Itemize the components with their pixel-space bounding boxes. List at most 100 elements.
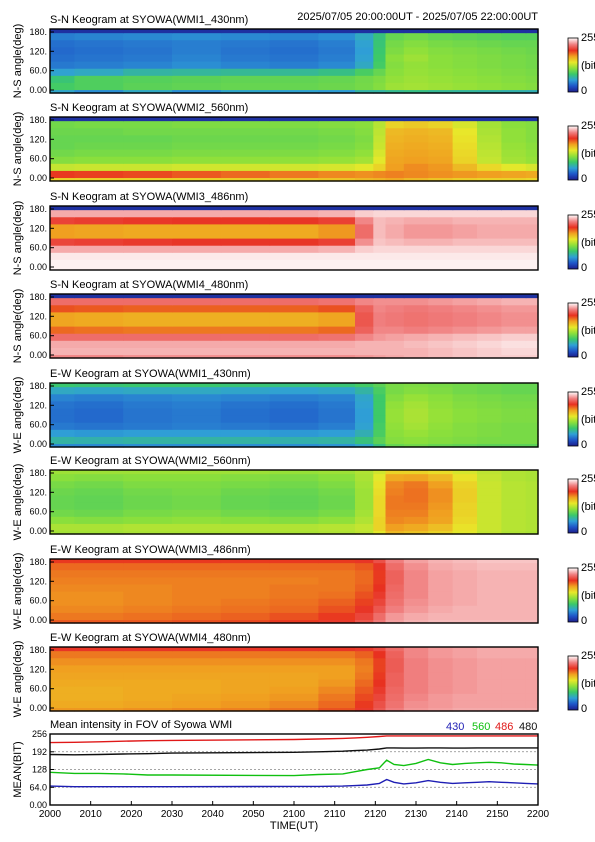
- y-tick-label: 120.: [29, 134, 47, 144]
- heatmap-cell: [428, 347, 454, 356]
- heatmap-cell: [477, 53, 502, 62]
- heatmap-cell: [355, 436, 374, 445]
- heatmap-cell: [477, 259, 502, 268]
- heatmap-cell: [355, 569, 374, 578]
- heatmap-cell: [477, 238, 502, 246]
- heatmap-cell: [428, 671, 454, 680]
- heatmap-cell: [373, 598, 387, 606]
- heatmap-cell: [525, 400, 539, 409]
- heatmap-cell: [74, 591, 124, 599]
- heatmap-cell: [172, 576, 222, 585]
- heatmap-cell: [123, 245, 173, 253]
- heatmap-cell: [385, 591, 405, 599]
- heatmap-cell: [501, 354, 527, 359]
- heatmap-cell: [172, 318, 222, 327]
- panel-title: E-W Keogram at SYOWA(WMI3_486nm): [50, 544, 251, 556]
- colorbar-min-label: 0: [581, 703, 587, 715]
- heatmap-cell: [373, 141, 387, 150]
- heatmap-cell: [452, 530, 478, 535]
- heatmap-cell: [385, 46, 405, 55]
- heatmap-cell: [269, 436, 319, 445]
- heatmap-cell: [428, 657, 454, 666]
- heatmap-cell: [428, 509, 454, 517]
- heatmap-cell: [385, 245, 405, 253]
- heatmap-cell: [172, 141, 222, 150]
- heatmap-cell: [172, 598, 222, 606]
- heatmap-cell: [355, 134, 374, 143]
- heatmap-cell: [477, 591, 502, 599]
- heatmap-cell: [501, 177, 527, 182]
- heatmap-cell: [428, 605, 454, 613]
- heatmap-cell: [355, 39, 374, 48]
- heatmap-cell: [385, 516, 405, 524]
- heatmap-cell: [269, 177, 319, 182]
- heatmap-cell: [74, 340, 124, 348]
- heatmap-cell: [269, 569, 319, 578]
- heatmap-cell: [123, 693, 173, 701]
- heatmap-cell: [373, 326, 387, 334]
- heatmap-cell: [172, 245, 222, 253]
- heatmap-cell: [428, 429, 454, 437]
- heatmap-cell: [123, 223, 173, 232]
- heatmap-cell: [74, 523, 124, 532]
- mean-intensity-panel: Mean intensity in FOV of Syowa WMI 430 560…: [12, 719, 550, 832]
- heatmap-cell: [403, 559, 429, 564]
- heatmap-cell: [123, 480, 173, 489]
- heatmap-cell: [172, 177, 222, 182]
- heatmap-cell: [123, 443, 173, 448]
- heatmap-cell: [477, 407, 502, 416]
- heatmap-cell: [318, 230, 356, 239]
- heatmap-cell: [477, 252, 502, 260]
- heatmap-cell: [385, 29, 405, 34]
- heatmap-cell: [355, 177, 374, 182]
- heatmap-cell: [50, 383, 75, 388]
- heatmap-cell: [220, 266, 271, 271]
- colorbar: [567, 655, 579, 711]
- heatmap-cell: [477, 494, 502, 503]
- heatmap-cell: [355, 170, 374, 179]
- heatmap-cell: [501, 318, 527, 327]
- heatmap-cell: [123, 170, 173, 179]
- heatmap-cell: [355, 664, 374, 673]
- heatmap-cell: [50, 422, 75, 430]
- heatmap-cell: [318, 473, 356, 482]
- heatmap-cell: [123, 407, 173, 416]
- heatmap-cell: [318, 700, 356, 709]
- heatmap-cell: [172, 82, 222, 91]
- heatmap-cell: [318, 509, 356, 517]
- heatmap-cell: [403, 53, 429, 62]
- mean-y-tick-label: 128: [32, 765, 47, 775]
- heatmap-cell: [123, 39, 173, 48]
- heatmap-cell: [373, 61, 387, 69]
- heatmap-cell: [50, 340, 75, 348]
- heatmap-cell: [452, 297, 478, 306]
- heatmap-cell: [452, 216, 478, 225]
- heatmap-cell: [428, 470, 454, 475]
- heatmap-cell: [123, 120, 173, 129]
- heatmap-cell: [501, 82, 527, 91]
- x-tick-label: 2050: [242, 809, 265, 820]
- colorbar-unit-label: (bit): [581, 414, 595, 426]
- heatmap-cell: [172, 583, 222, 592]
- heatmap-cell: [452, 89, 478, 94]
- heatmap-cell: [269, 134, 319, 143]
- heatmap-cell: [501, 163, 527, 171]
- heatmap-cell: [74, 509, 124, 517]
- heatmap-cell: [74, 333, 124, 341]
- heatmap-cell: [318, 559, 356, 564]
- colorbar: [567, 214, 579, 270]
- heatmap-cell: [525, 422, 539, 430]
- heatmap-cell: [355, 619, 374, 624]
- heatmap-cell: [123, 679, 173, 687]
- colorbar: [567, 567, 579, 623]
- heatmap-cell: [385, 470, 405, 475]
- heatmap-cell: [385, 223, 405, 232]
- heatmap-cell: [123, 230, 173, 239]
- heatmap-cell: [403, 530, 429, 535]
- heatmap-cell: [385, 647, 405, 652]
- heatmap-cell: [525, 259, 539, 268]
- heatmap-cell: [172, 473, 222, 482]
- heatmap-cell: [269, 679, 319, 687]
- heatmap-cell: [355, 605, 374, 613]
